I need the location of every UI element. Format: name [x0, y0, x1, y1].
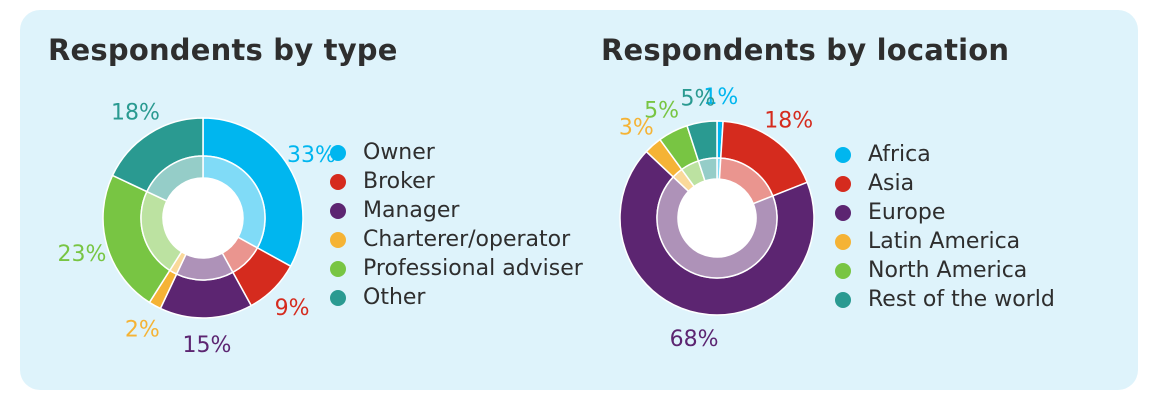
data-label-1-africa: 1% — [703, 85, 738, 110]
legend-swatch — [330, 202, 346, 219]
legend-swatch — [330, 260, 346, 277]
data-label-1-asia: 18% — [764, 108, 813, 133]
donut-hole-1 — [678, 179, 756, 257]
legend-swatch — [330, 173, 346, 190]
data-label-0-charterer-operator: 2% — [125, 317, 160, 342]
legend-item-asia: Asia — [835, 169, 1055, 198]
legend-swatch — [835, 175, 851, 192]
legend-label: Rest of the world — [868, 287, 1055, 312]
data-label-1-north-america: 5% — [644, 98, 679, 123]
legend-label: Other — [363, 285, 426, 310]
data-label-1-latin-america: 3% — [619, 115, 654, 140]
data-label-0-broker: 9% — [275, 296, 310, 321]
chart-title-location: Respondents by location — [601, 33, 1010, 67]
legend-label: Professional adviser — [363, 256, 583, 281]
legend-swatch — [835, 204, 851, 221]
legend-type: Owner Broker Manager Charterer/operator Prof… — [330, 138, 583, 312]
legend-swatch — [330, 144, 346, 161]
legend-label: Latin America — [868, 229, 1021, 254]
legend-item-other: Other — [330, 283, 583, 312]
legend-item-africa: Africa — [835, 140, 1055, 169]
legend-item-broker: Broker — [330, 167, 583, 196]
legend-label: Europe — [868, 200, 946, 225]
legend-swatch — [835, 262, 851, 279]
legend-swatch — [835, 233, 851, 250]
donut-hole-0 — [163, 178, 243, 258]
legend-item-latin-america: Latin America — [835, 227, 1055, 256]
data-label-0-manager: 15% — [183, 333, 232, 358]
data-label-0-other: 18% — [111, 101, 160, 126]
legend-swatch — [835, 291, 851, 308]
legend-item-north-america: North America — [835, 256, 1055, 285]
legend-item-professional-adviser: Professional adviser — [330, 254, 583, 283]
legend-label: Owner — [363, 140, 435, 165]
data-label-1-rest-of-the-world: 5% — [680, 87, 715, 112]
legend-item-rest-of-the-world: Rest of the world — [835, 285, 1055, 314]
legend-label: Charterer/operator — [363, 227, 571, 252]
legend-location: Africa Asia Europe Latin America North Ameri… — [835, 140, 1055, 314]
chart-title-type: Respondents by type — [48, 33, 398, 67]
legend-item-europe: Europe — [835, 198, 1055, 227]
legend-item-owner: Owner — [330, 138, 583, 167]
legend-swatch — [835, 146, 851, 163]
data-label-1-europe: 68% — [670, 327, 719, 352]
legend-item-manager: Manager — [330, 196, 583, 225]
legend-label: Africa — [868, 142, 931, 167]
legend-item-charterer-operator: Charterer/operator — [330, 225, 583, 254]
legend-label: Broker — [363, 169, 435, 194]
legend-swatch — [330, 231, 346, 248]
legend-label: Manager — [363, 198, 460, 223]
legend-label: North America — [868, 258, 1028, 283]
data-label-0-owner: 33% — [287, 143, 336, 168]
legend-swatch — [330, 289, 346, 306]
data-label-0-professional-adviser: 23% — [58, 242, 107, 267]
legend-label: Asia — [868, 171, 915, 196]
